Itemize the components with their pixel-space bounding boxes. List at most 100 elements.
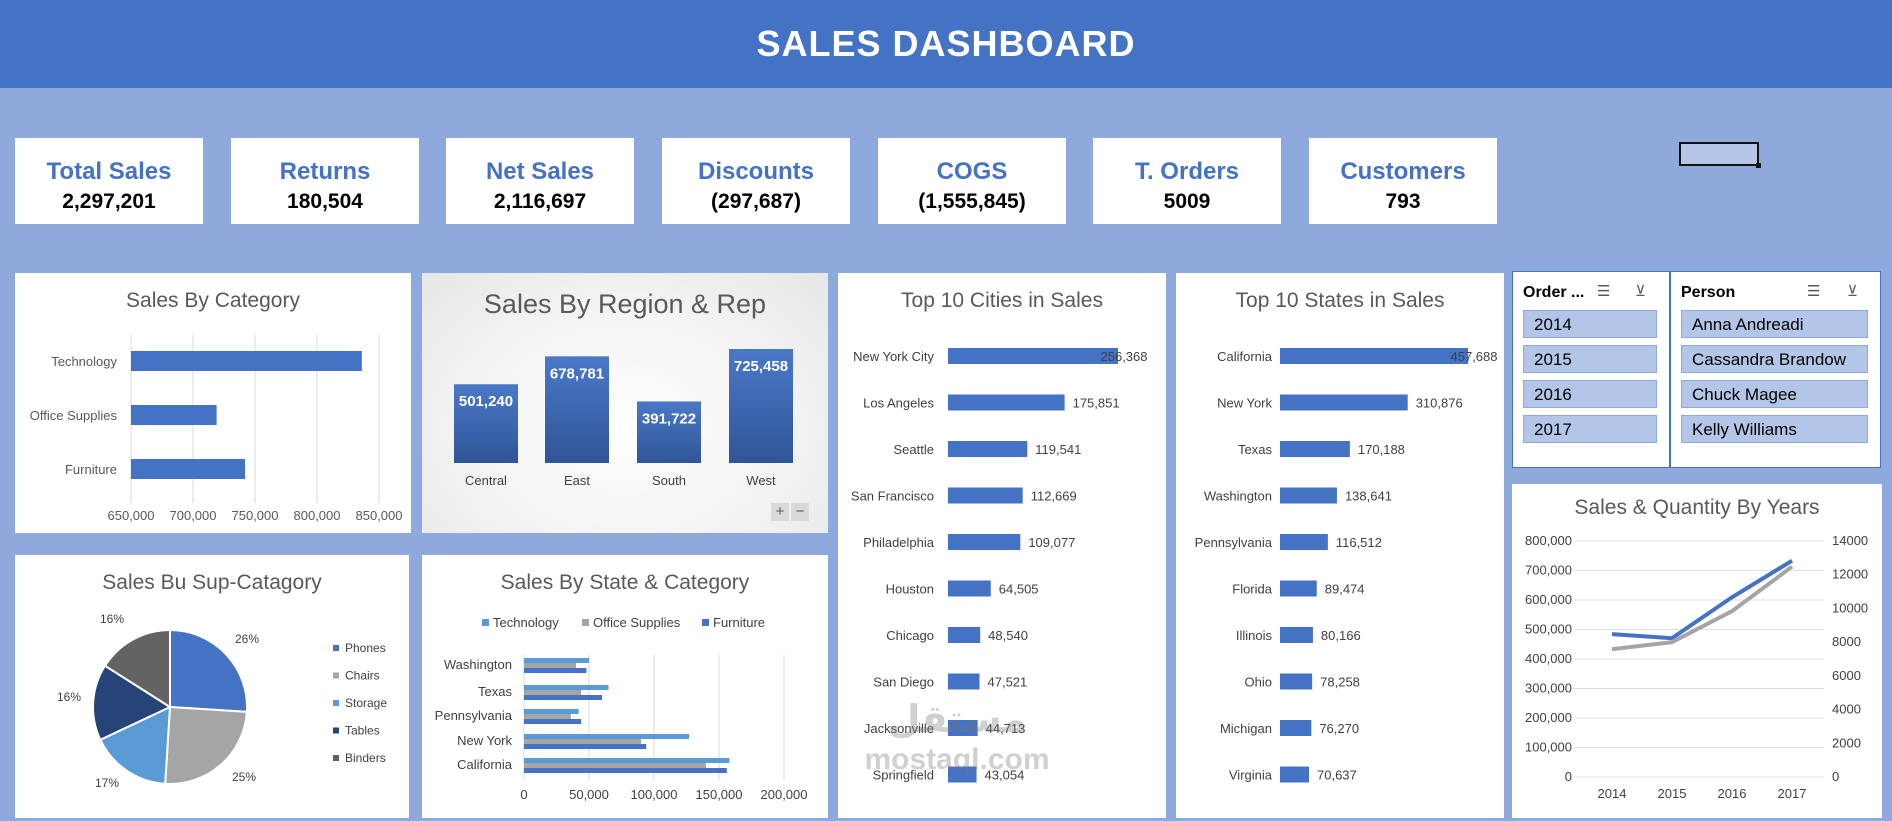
x-tick-label: 2016 [1718, 786, 1747, 801]
zoom-out-button[interactable]: − [791, 503, 809, 521]
bar [524, 663, 576, 668]
category-label: Philadelphia [863, 535, 935, 550]
data-label: 310,876 [1416, 396, 1463, 411]
category-label: South [652, 473, 686, 488]
y-tick-label-left: 600,000 [1525, 592, 1572, 607]
slice-phones [169, 628, 248, 713]
states-plot: California 457,688 New York 310,876 Texas 170… [1195, 348, 1498, 783]
slicer-item-2016[interactable]: 2016 [1523, 380, 1657, 408]
bar [1280, 534, 1328, 550]
fill-handle[interactable] [1756, 163, 1761, 168]
slice-storage [98, 705, 172, 785]
slicer-item-person[interactable]: Anna Andreadi [1681, 310, 1868, 338]
data-label: 109,077 [1028, 535, 1075, 550]
chart-title: Top 10 Cities in Sales [901, 289, 1103, 312]
category-label: Florida [1232, 582, 1273, 597]
zoom-in-button[interactable]: + [771, 503, 789, 521]
category-label: West [746, 473, 776, 488]
y-tick-label-left: 800,000 [1525, 533, 1572, 548]
multi-select-icon[interactable]: ☰ [1807, 283, 1821, 300]
slicer-item-person[interactable]: Cassandra Brandow [1681, 345, 1868, 373]
y-tick-label-left: 700,000 [1525, 563, 1572, 578]
bar [524, 695, 602, 700]
kpi-value: (1,555,845) [918, 190, 1026, 213]
cities-plot: New York City 256,368 Los Angeles 175,851 Se… [851, 348, 1148, 783]
category-label: East [564, 473, 590, 488]
clear-filter-icon[interactable]: ⊻ [1847, 283, 1858, 300]
kpi-cogs: COGS (1,555,845) [878, 138, 1066, 224]
data-label: 26% [235, 632, 259, 646]
chart-sales-by-state-category[interactable]: Sales By State & Category Technology Offi… [422, 555, 828, 818]
x-tick-label: 2015 [1658, 786, 1687, 801]
chart-sales-quantity-by-years[interactable]: Sales & Quantity By Years 0 100,000 200,00… [1512, 484, 1882, 818]
slice-chairs [164, 705, 248, 785]
legend-swatch [333, 727, 339, 734]
slicer-item-person[interactable]: Kelly Williams [1681, 415, 1868, 443]
slicer-item-person[interactable]: Chuck Magee [1681, 380, 1868, 408]
bar-office-supplies [131, 405, 217, 425]
slicer-item-2014[interactable]: 2014 [1523, 310, 1657, 338]
chart-title: Sales By State & Category [500, 571, 750, 594]
y-tick-label-left: 400,000 [1525, 651, 1572, 666]
bar [948, 487, 1023, 504]
category-label: Los Angeles [863, 396, 934, 411]
subcategory-plot: 26% 25% 17% 16% 16% Phones Chairs Storage Tables… [57, 612, 387, 790]
slicer-item-2017[interactable]: 2017 [1523, 415, 1657, 443]
category-label: Texas [1238, 442, 1272, 457]
category-label: Michigan [1220, 721, 1272, 736]
order-year-slicer[interactable]: Order ... ☰ ⊻ 2014 2015 2016 2017 [1512, 271, 1670, 468]
data-label: 119,541 [1035, 442, 1081, 457]
bar [524, 714, 571, 719]
y-tick-label-right: 2000 [1832, 735, 1861, 750]
slice-binders [103, 628, 171, 709]
category-label: Jacksonville [864, 721, 934, 736]
chart-top-cities[interactable]: Top 10 Cities in Sales New York City 256,… [838, 273, 1166, 818]
category-label: San Francisco [851, 489, 934, 504]
bar [1280, 720, 1312, 736]
x-tick-label: 200,000 [761, 787, 808, 802]
category-label: Chicago [886, 628, 934, 643]
chart-sales-by-category[interactable]: Sales By Category 650,000 700,000 750,000 8… [15, 273, 411, 533]
x-tick-label: 800,000 [294, 508, 341, 523]
legend-swatch [333, 645, 339, 651]
category-label: Pennsylvania [1195, 535, 1273, 550]
data-label: 457,688 [1451, 349, 1498, 364]
watermark: مستقل mostaql.com [842, 700, 1072, 780]
legend-entry: Phones [345, 641, 386, 655]
category-label: Springfield [873, 768, 934, 783]
bar [948, 394, 1065, 411]
data-label: 678,781 [550, 365, 604, 382]
category-label: Seattle [894, 442, 934, 457]
person-slicer[interactable]: Person ☰ ⊻ Anna Andreadi Cassandra Brand… [1670, 271, 1881, 468]
kpi-returns: Returns 180,504 [231, 138, 419, 224]
x-tick-label: 850,000 [356, 508, 403, 523]
legend-entry: Storage [345, 696, 387, 710]
chart-title: Sales By Category [126, 289, 300, 312]
category-label: New York City [853, 349, 934, 364]
data-label: 43,054 [985, 768, 1025, 783]
series-line-quantity [1611, 565, 1794, 652]
multi-select-icon[interactable]: ☰ [1597, 283, 1611, 300]
kpi-label: Total Sales [46, 158, 172, 185]
slicer-item-2015[interactable]: 2015 [1523, 345, 1657, 373]
y-tick-label-left: 200,000 [1525, 710, 1572, 725]
legend-entry: Technology [493, 615, 559, 630]
category-label: San Diego [873, 675, 934, 690]
bar [524, 709, 579, 714]
category-label: Office Supplies [30, 408, 118, 423]
bar [948, 348, 1118, 364]
category-label: California [457, 757, 513, 772]
data-label: 391,722 [642, 410, 696, 427]
x-tick-label: 2014 [1598, 786, 1627, 801]
column-west [729, 349, 793, 463]
selected-cell[interactable] [1679, 142, 1761, 168]
clear-filter-icon[interactable]: ⊻ [1635, 283, 1646, 300]
chart-sales-by-subcategory[interactable]: Sales Bu Sup-Catagory 26% 25% 17% 16% 16% Pho… [15, 555, 409, 818]
chart-sales-by-region[interactable]: Sales By Region & Rep 501,240 Central 678,… [422, 273, 828, 533]
y-tick-label-right: 4000 [1832, 702, 1861, 717]
kpi-label: Net Sales [485, 158, 595, 185]
bar [524, 690, 582, 695]
chart-title: Sales By Region & Rep [483, 289, 767, 319]
bar [524, 768, 727, 773]
chart-top-states[interactable]: Top 10 States in Sales California 457,688… [1176, 273, 1504, 818]
